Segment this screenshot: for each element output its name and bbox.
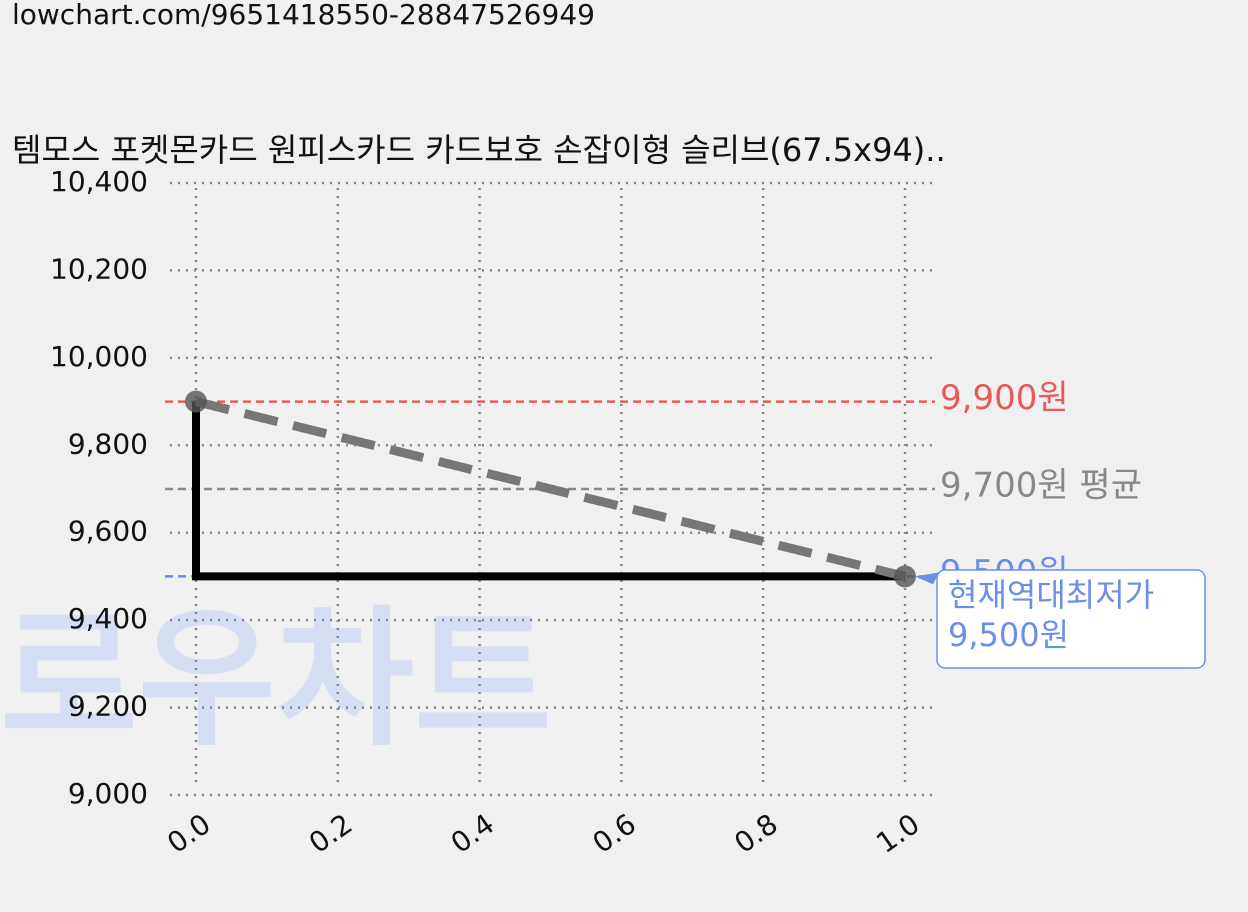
x-tick-label: 0.8 — [728, 807, 783, 860]
watermark: 로우차트 — [0, 593, 552, 767]
x-tick-label: 0.6 — [587, 807, 642, 860]
y-tick-label: 10,000 — [50, 340, 148, 373]
x-tick-label: 0.0 — [161, 807, 216, 860]
marker — [185, 390, 207, 413]
annotation-arrow — [915, 572, 939, 585]
reference-label: 9,900원 — [940, 378, 1069, 418]
annotation-text: 현재역대최저가 — [948, 576, 1154, 614]
trend-line — [194, 397, 907, 581]
annotation-text: 9,500원 — [948, 616, 1069, 654]
price-line — [192, 401, 905, 581]
y-tick-label: 9,800 — [68, 427, 148, 460]
x-tick-label: 0.4 — [445, 807, 500, 860]
marker — [894, 565, 916, 588]
y-tick-label: 10,400 — [50, 165, 148, 198]
annotation-box — [936, 569, 1206, 669]
y-tick-label: 9,200 — [68, 690, 148, 723]
url: lowchart.com/9651418550-28847526949 — [12, 0, 595, 31]
y-tick-label: 9,000 — [68, 777, 148, 810]
y-tick-label: 9,600 — [68, 515, 148, 548]
y-tick-label: 10,200 — [50, 252, 148, 285]
reference-label: 9,700원 평균 — [940, 466, 1142, 506]
y-tick-label: 9,400 — [68, 602, 148, 635]
chart-title: 템모스 포켓몬카드 원피스카드 카드보호 손잡이형 슬리브(67.5x94).. — [12, 131, 946, 169]
x-tick-label: 1.0 — [870, 807, 925, 860]
x-tick-label: 0.2 — [303, 807, 358, 860]
